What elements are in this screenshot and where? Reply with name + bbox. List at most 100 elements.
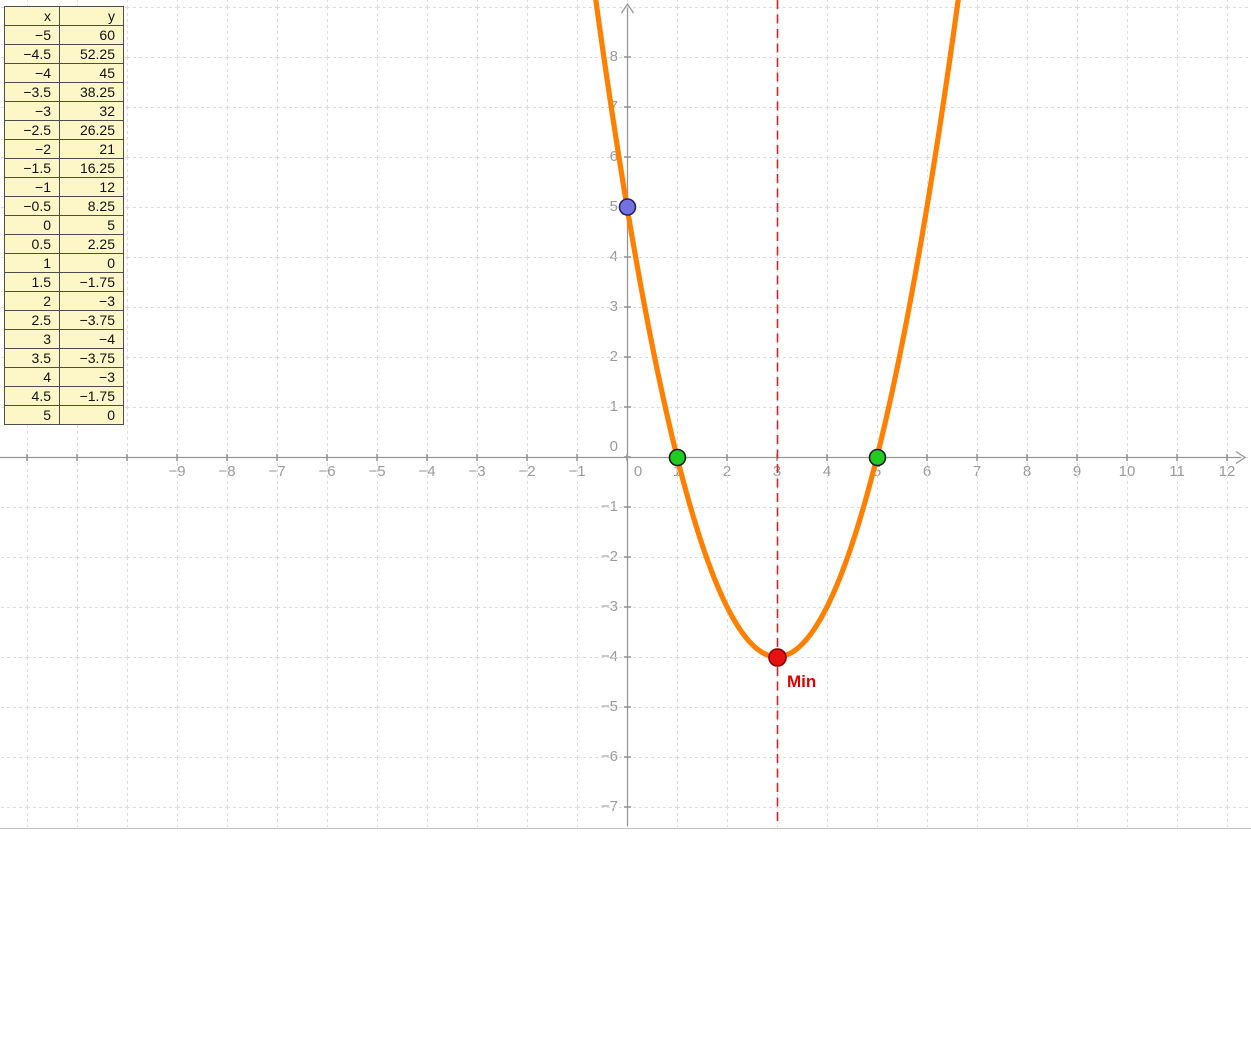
y-tick-label-origin: 0 (609, 438, 618, 455)
table-cell-y: −3 (59, 367, 124, 387)
table-row: 2 −3 (4, 291, 124, 311)
table-cell-x: 5 (4, 405, 60, 425)
points-table: x y −5 60 −4.5 52.25 −4 45 −3.5 38.25 −3 32 −… (4, 6, 124, 425)
table-row: −1 12 (4, 177, 124, 197)
table-cell-y: −3.75 (59, 310, 124, 330)
x-tick-label: 10 (1118, 463, 1136, 480)
table-cell-y: 38.25 (59, 82, 124, 102)
table-cell-y: 52.25 (59, 44, 124, 64)
control-panel: x1 1 x2 5 f(x) = x² − 6 x + 5 Forma gene… (0, 828, 1251, 1064)
y-tick-label: −7 (600, 798, 618, 815)
min-point-label: Min (787, 672, 817, 691)
axis-tick-labels: −9 −8 −7 −6 −5 −4 −3 −2 −1 0 1 2 3 4 5 6… (168, 48, 1236, 815)
table-row: 4.5 −1.75 (4, 386, 124, 406)
x-tick-label: 3 (772, 463, 782, 480)
x-tick-label: 12 (1218, 463, 1236, 480)
table-cell-y: −3 (59, 291, 124, 311)
table-row: −3 32 (4, 101, 124, 121)
x-tick-label: −1 (568, 463, 586, 480)
table-cell-x: 4.5 (4, 386, 60, 406)
y-tick-label: 2 (609, 348, 618, 365)
table-header-y: y (59, 6, 124, 26)
table-cell-x: −1.5 (4, 158, 60, 178)
x-tick-label: 4 (822, 463, 832, 480)
x-tick-label: −9 (168, 463, 186, 480)
table-row: −3.5 38.25 (4, 82, 124, 102)
table-cell-y: 0 (59, 405, 124, 425)
x-tick-label: 9 (1072, 463, 1082, 480)
table-cell-x: −2.5 (4, 120, 60, 140)
table-cell-y: 12 (59, 177, 124, 197)
table-cell-y: 21 (59, 139, 124, 159)
table-cell-y: 45 (59, 63, 124, 83)
x-tick-label-origin: 0 (633, 463, 643, 480)
table-row: −4.5 52.25 (4, 44, 124, 64)
table-cell-y: 60 (59, 25, 124, 45)
table-header-row: x y (4, 6, 124, 26)
table-row: 1.5 −1.75 (4, 272, 124, 292)
y-tick-label: −6 (600, 748, 618, 765)
table-cell-x: 3 (4, 329, 60, 349)
y-tick-label: −2 (600, 548, 618, 565)
point-root-2[interactable] (868, 448, 887, 467)
table-cell-x: −2 (4, 139, 60, 159)
table-cell-x: 1 (4, 253, 60, 273)
table-cell-x: 3.5 (4, 348, 60, 368)
table-cell-x: 0 (4, 215, 60, 235)
x-tick-label: 2 (722, 463, 732, 480)
y-tick-label: −4 (600, 648, 618, 665)
y-tick-label: −5 (600, 698, 618, 715)
point-vertex-min[interactable] (768, 648, 787, 667)
table-cell-x: −4.5 (4, 44, 60, 64)
x-tick-label: −4 (418, 463, 436, 480)
x-tick-label: −8 (218, 463, 236, 480)
point-y-intercept[interactable] (618, 198, 637, 216)
y-tick-label: 3 (609, 298, 618, 315)
table-cell-x: −5 (4, 25, 60, 45)
table-cell-x: −1 (4, 177, 60, 197)
table-cell-y: 26.25 (59, 120, 124, 140)
table-cell-y: 32 (59, 101, 124, 121)
table-row: −5 60 (4, 25, 124, 45)
table-row: 4 −3 (4, 367, 124, 387)
table-cell-y: 8.25 (59, 196, 124, 216)
table-row: −2.5 26.25 (4, 120, 124, 140)
y-tick-label: −3 (600, 598, 618, 615)
table-row: 0.5 2.25 (4, 234, 124, 254)
table-row: −1.5 16.25 (4, 158, 124, 178)
table-cell-x: 2.5 (4, 310, 60, 330)
table-cell-x: 1.5 (4, 272, 60, 292)
x-tick-label: −3 (468, 463, 486, 480)
table-header-x: x (4, 6, 60, 26)
table-row: −0.5 8.25 (4, 196, 124, 216)
table-cell-y: 0 (59, 253, 124, 273)
table-row: 3 −4 (4, 329, 124, 349)
x-tick-label: −5 (368, 463, 386, 480)
table-cell-x: 4 (4, 367, 60, 387)
x-tick-label: 8 (1022, 463, 1032, 480)
table-cell-y: 16.25 (59, 158, 124, 178)
table-row: −4 45 (4, 63, 124, 83)
table-cell-x: −4 (4, 63, 60, 83)
table-cell-y: −3.75 (59, 348, 124, 368)
table-cell-x: −3.5 (4, 82, 60, 102)
table-cell-x: −3 (4, 101, 60, 121)
point-root-1[interactable] (668, 448, 687, 467)
table-cell-y: −4 (59, 329, 124, 349)
y-tick-label: −1 (600, 498, 618, 515)
table-cell-y: 5 (59, 215, 124, 235)
y-tick-label: 1 (609, 398, 618, 415)
graph-view: −9 −8 −7 −6 −5 −4 −3 −2 −1 0 1 2 3 4 5 6… (0, 0, 1251, 828)
x-tick-label: 7 (972, 463, 982, 480)
table-cell-y: −1.75 (59, 272, 124, 292)
y-tick-label: 6 (609, 148, 618, 165)
table-cell-x: −0.5 (4, 196, 60, 216)
table-cell-x: 0.5 (4, 234, 60, 254)
table-row: −2 21 (4, 139, 124, 159)
y-tick-label: 5 (609, 198, 618, 215)
table-row: 2.5 −3.75 (4, 310, 124, 330)
x-tick-label: −7 (268, 463, 286, 480)
table-cell-y: −1.75 (59, 386, 124, 406)
